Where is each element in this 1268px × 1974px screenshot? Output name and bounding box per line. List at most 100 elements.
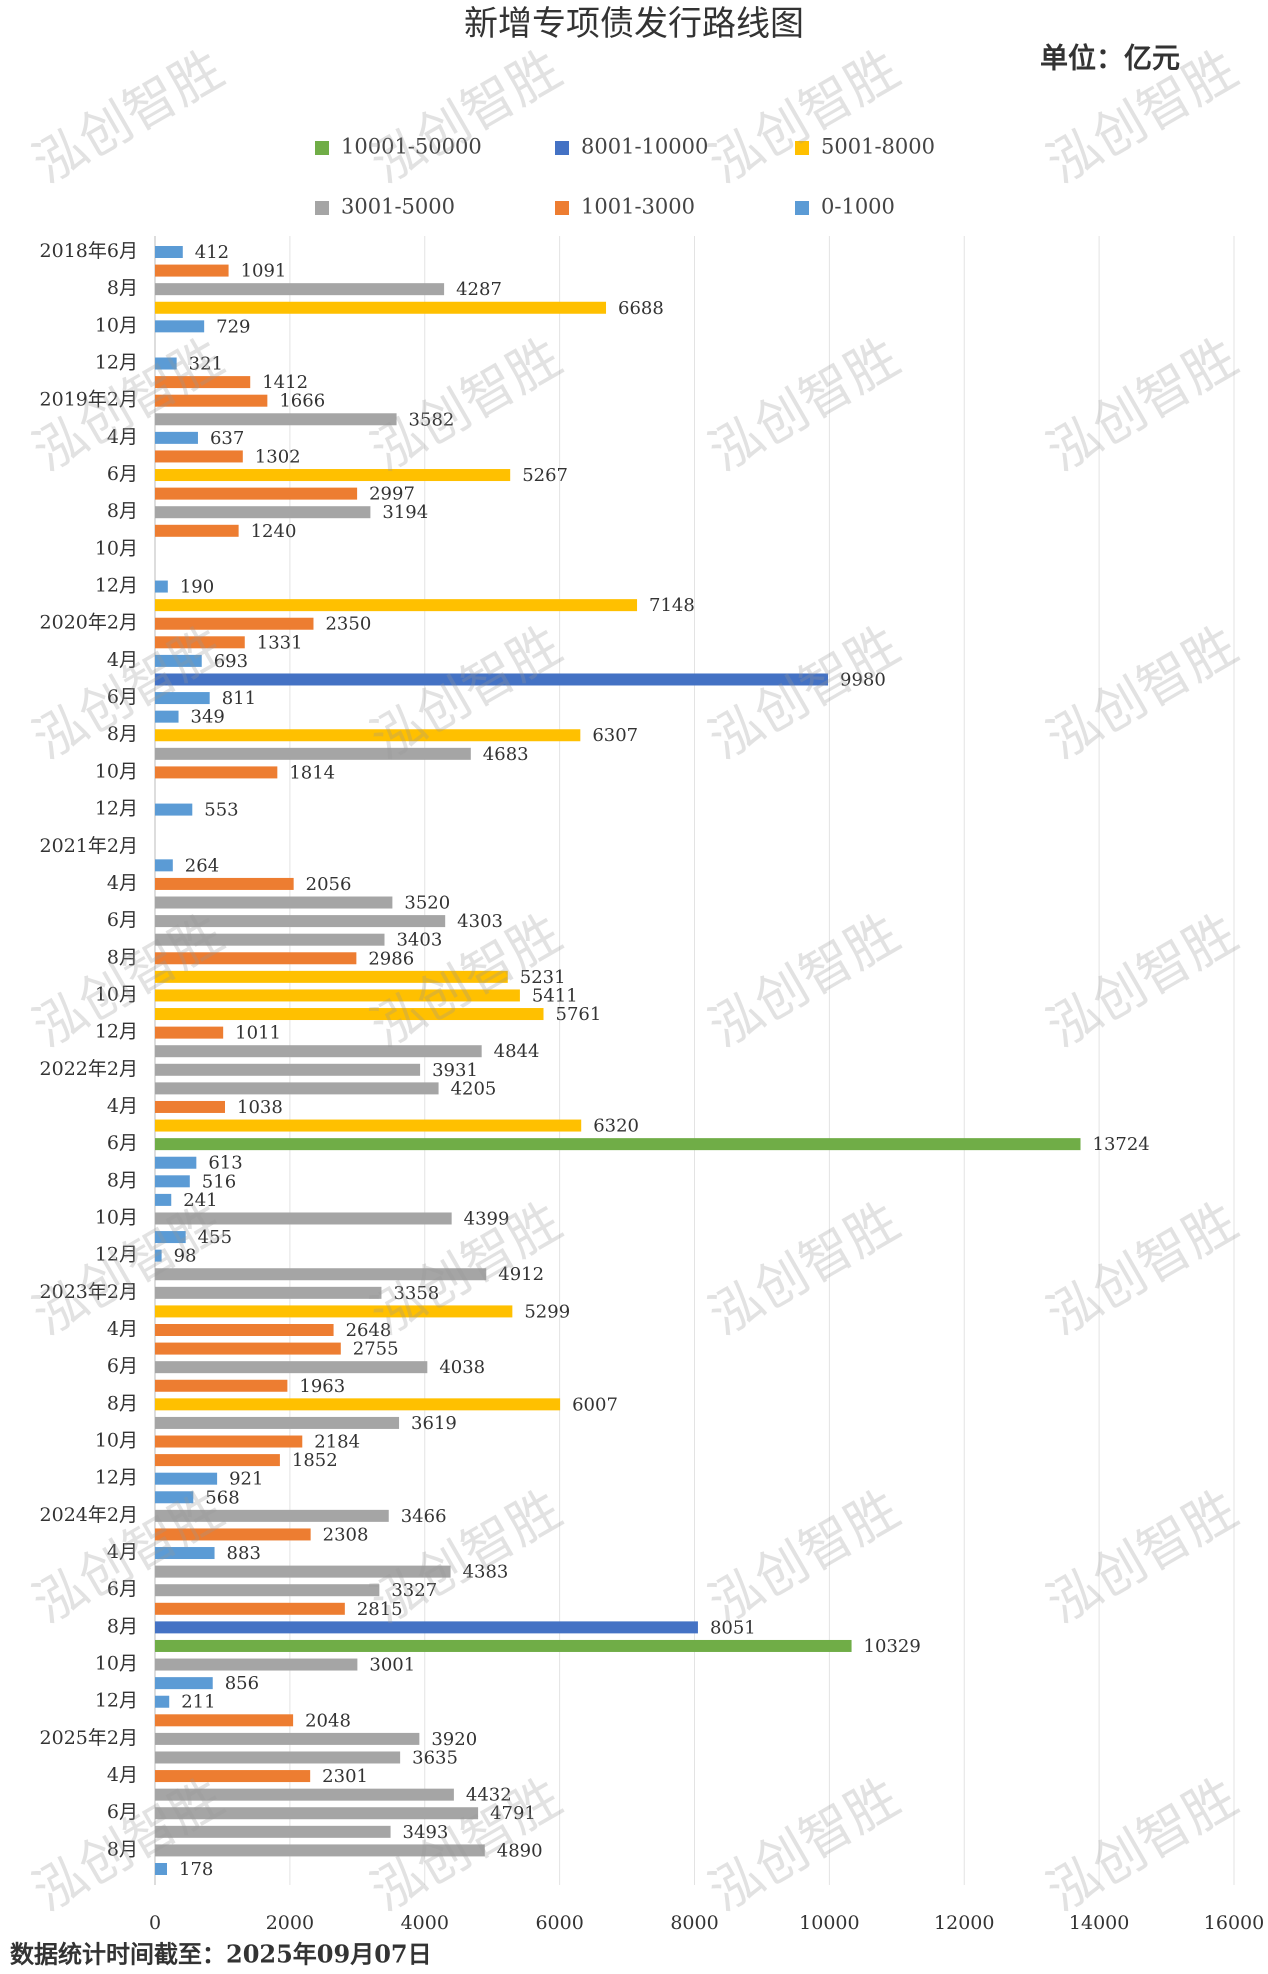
bar	[155, 376, 251, 389]
value-label: 4383	[463, 1562, 509, 1583]
y-tick-label: 12月	[95, 352, 138, 374]
y-tick-label: 6月	[107, 909, 138, 931]
y-tick-label: 4月	[107, 1095, 138, 1117]
value-label: 6320	[593, 1116, 639, 1137]
value-label: 1091	[241, 261, 287, 282]
y-tick-label: 10月	[95, 1206, 138, 1228]
bar	[155, 1695, 170, 1708]
value-label: 4038	[439, 1357, 485, 1378]
y-tick-label: 2018年6月	[40, 240, 138, 262]
value-label: 4205	[451, 1078, 497, 1099]
bar	[155, 301, 607, 314]
bar	[155, 1714, 294, 1727]
bar	[155, 1825, 391, 1838]
y-tick-label: 12月	[95, 798, 138, 820]
legend-label: 5001-8000	[821, 135, 935, 159]
value-label: 6007	[572, 1394, 618, 1415]
value-label: 3403	[396, 930, 442, 951]
bar	[155, 933, 385, 946]
value-label: 4890	[497, 1840, 543, 1861]
y-tick-label: 10月	[95, 983, 138, 1005]
value-label: 178	[179, 1859, 213, 1880]
value-label: 1038	[237, 1097, 283, 1118]
value-label: 3358	[393, 1283, 439, 1304]
x-tick-label: 4000	[401, 1912, 449, 1934]
bar	[155, 1100, 226, 1113]
bar	[155, 1584, 380, 1597]
value-label: 2997	[369, 484, 415, 505]
bar	[155, 1454, 280, 1467]
value-label: 693	[214, 651, 248, 672]
bar	[155, 1491, 194, 1504]
value-label: 5231	[520, 967, 566, 988]
bar	[155, 246, 183, 258]
value-label: 10329	[864, 1636, 921, 1657]
y-tick-label: 10月	[95, 314, 138, 336]
y-tick-label: 4月	[107, 1541, 138, 1563]
bar	[155, 1472, 218, 1485]
watermark: 泓创智胜	[699, 615, 909, 771]
value-label: 3466	[401, 1506, 447, 1527]
value-label: 1240	[251, 521, 297, 542]
value-label: 1852	[292, 1450, 338, 1471]
bar	[155, 1788, 454, 1801]
bar	[155, 320, 205, 333]
x-tick-label: 6000	[535, 1912, 583, 1934]
watermark: 泓创智胜	[1037, 1191, 1247, 1347]
bar	[155, 264, 229, 277]
watermark: 泓创智胜	[699, 1191, 909, 1347]
watermark: 泓创智胜	[699, 327, 909, 483]
y-tick-label: 6月	[107, 1355, 138, 1377]
y-tick-label: 6月	[107, 1801, 138, 1823]
value-label: 553	[204, 800, 238, 821]
value-label: 856	[225, 1673, 259, 1694]
value-label: 7148	[649, 595, 695, 616]
value-label: 1963	[299, 1376, 345, 1397]
bar	[155, 357, 177, 370]
legend-label: 1001-3000	[581, 195, 695, 219]
bar	[155, 952, 357, 965]
value-label: 516	[202, 1171, 236, 1192]
y-tick-label: 6月	[107, 1578, 138, 1600]
watermark: 泓创智胜	[699, 39, 909, 195]
bar	[155, 915, 446, 928]
value-label: 264	[185, 855, 219, 876]
value-label: 883	[227, 1543, 261, 1564]
legend-swatch	[315, 141, 329, 155]
value-label: 3493	[403, 1822, 449, 1843]
bar	[155, 1286, 382, 1299]
bar	[155, 1231, 186, 1244]
value-label: 9980	[840, 669, 886, 690]
value-label: 3931	[432, 1060, 478, 1081]
x-tick-label: 0	[149, 1912, 161, 1934]
bar	[155, 673, 829, 686]
watermark: 泓创智胜	[699, 1767, 909, 1923]
bar	[155, 1732, 420, 1745]
watermark: 泓创智胜	[1037, 1767, 1247, 1923]
y-tick-label: 10月	[95, 760, 138, 782]
y-tick-label: 10月	[95, 1653, 138, 1675]
watermark: 泓创智胜	[699, 1479, 909, 1635]
bar	[155, 1844, 485, 1857]
y-tick-label: 2024年2月	[40, 1504, 138, 1526]
value-label: 3619	[411, 1413, 457, 1434]
legend-swatch	[795, 201, 809, 215]
watermark: 泓创智胜	[1037, 903, 1247, 1059]
value-label: 241	[183, 1190, 217, 1211]
bar	[155, 654, 202, 667]
value-label: 2815	[357, 1599, 403, 1620]
value-label: 5267	[522, 465, 568, 486]
bar	[155, 1342, 341, 1355]
bar	[155, 283, 445, 296]
bar	[155, 487, 358, 500]
x-tick-label: 12000	[934, 1912, 994, 1934]
bar	[155, 1361, 428, 1374]
value-label: 4399	[464, 1208, 510, 1229]
bar	[155, 1026, 224, 1039]
value-label: 5761	[556, 1004, 602, 1025]
value-label: 13724	[1093, 1134, 1150, 1155]
bar	[155, 1416, 400, 1429]
bar	[155, 1268, 487, 1281]
value-label: 2184	[314, 1432, 360, 1453]
